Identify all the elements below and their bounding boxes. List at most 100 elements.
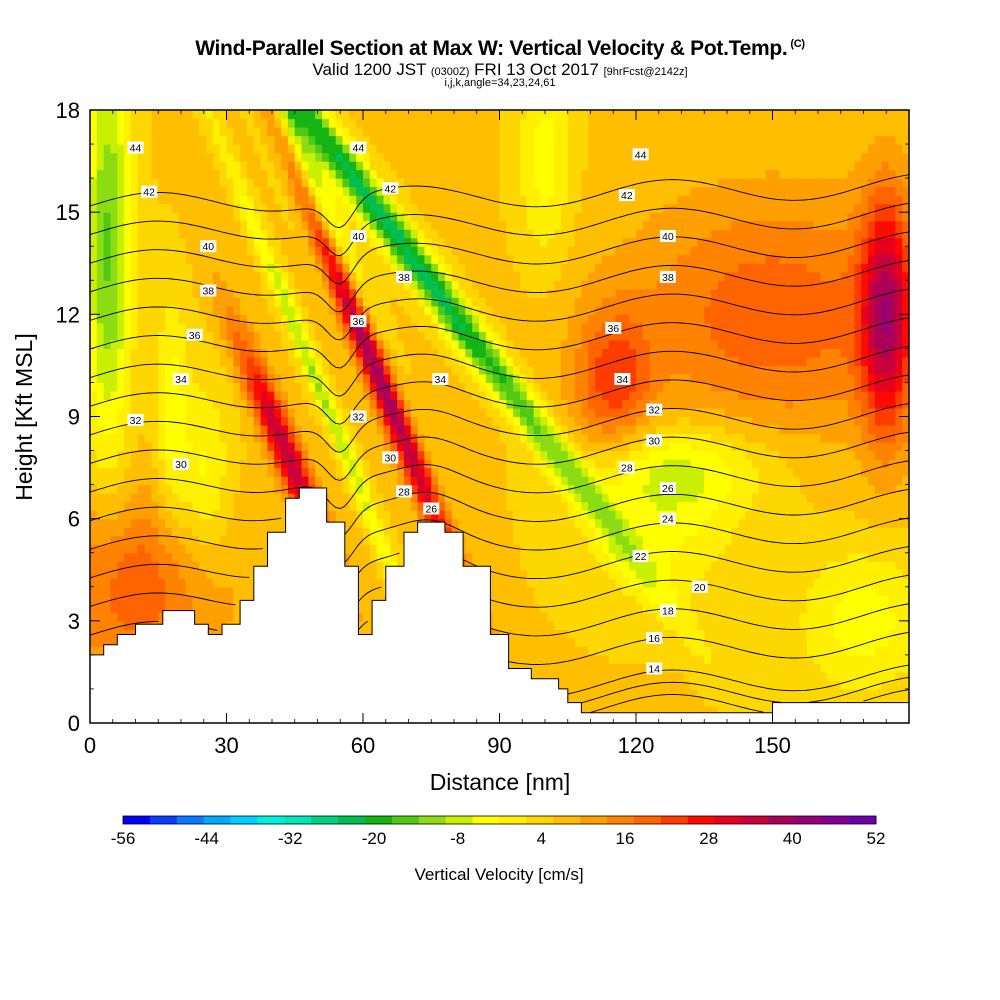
field-cell <box>363 212 371 222</box>
field-cell <box>479 484 487 494</box>
field-cell <box>158 433 166 443</box>
field-cell <box>479 399 487 409</box>
field-cell <box>349 152 357 162</box>
field-cell <box>103 595 112 605</box>
field-cell <box>199 612 207 622</box>
field-cell <box>212 322 221 332</box>
field-cell <box>465 399 473 409</box>
field-cell <box>315 339 323 349</box>
field-cell <box>472 425 480 435</box>
field-cell <box>472 288 480 298</box>
field-cell <box>178 399 187 409</box>
field-cell <box>137 322 146 332</box>
field-cell <box>356 535 364 545</box>
field-cell <box>526 518 535 528</box>
field-cell <box>240 476 248 486</box>
index-info: i,j,k,angle=34,23,24,61 <box>444 77 556 89</box>
field-cell <box>103 476 112 486</box>
field-cell <box>267 203 275 213</box>
field-cell <box>417 280 426 290</box>
field-cell <box>226 612 234 622</box>
field-cell <box>533 407 542 418</box>
field-cell <box>499 271 507 281</box>
field-cell <box>322 348 330 358</box>
field-cell <box>410 425 419 435</box>
field-cell <box>301 297 309 307</box>
field-cell <box>206 339 214 349</box>
field-cell <box>369 254 378 264</box>
field-cell <box>165 314 173 324</box>
field-cell <box>103 569 112 579</box>
field-cell <box>137 484 146 494</box>
field-cell <box>226 161 234 171</box>
field-cell <box>479 433 487 443</box>
field-cell <box>110 322 118 332</box>
field-cell <box>281 365 289 375</box>
field-cell <box>281 305 289 315</box>
field-cell <box>165 595 173 605</box>
field-cell <box>226 399 234 409</box>
field-cell <box>513 322 521 332</box>
field-cell <box>479 407 487 418</box>
field-cell <box>124 467 132 477</box>
field-cell <box>335 246 344 256</box>
field-cell <box>315 237 323 247</box>
field-cell <box>397 314 405 324</box>
field-cell <box>444 110 453 120</box>
field-cell <box>96 646 105 656</box>
field-cell <box>233 237 241 247</box>
field-cell <box>171 297 180 307</box>
field-cell <box>506 322 514 332</box>
field-cell <box>513 578 521 588</box>
field-cell <box>137 271 146 281</box>
field-cell <box>479 127 487 137</box>
field-cell <box>479 493 487 503</box>
field-cell <box>171 433 180 443</box>
field-cell <box>233 331 241 341</box>
field-cell <box>90 399 98 409</box>
field-cell <box>90 390 98 401</box>
field-cell <box>192 339 200 349</box>
field-cell <box>192 459 200 469</box>
field-cell <box>117 399 125 409</box>
field-cell <box>554 331 562 341</box>
field-cell <box>499 314 507 324</box>
field-cell <box>465 229 473 239</box>
field-cell <box>533 195 542 205</box>
field-cell <box>171 118 180 128</box>
field-cell <box>274 365 282 375</box>
field-cell <box>444 484 453 494</box>
field-cell <box>499 110 507 120</box>
field-cell <box>226 586 234 596</box>
field-cell <box>246 144 255 154</box>
field-cell <box>315 348 323 358</box>
field-cell <box>90 510 98 520</box>
field-cell <box>560 654 569 664</box>
field-cell <box>349 356 357 367</box>
field-cell <box>465 348 473 358</box>
field-cell <box>212 450 221 460</box>
field-cell <box>124 135 132 145</box>
field-cell <box>294 229 303 239</box>
field-cell <box>356 152 364 162</box>
field-cell <box>342 322 350 332</box>
field-cell <box>397 493 405 503</box>
field-cell <box>192 484 200 494</box>
field-cell <box>376 356 385 367</box>
field-cell <box>144 433 153 443</box>
field-cell <box>315 127 323 137</box>
field-cell <box>424 186 432 196</box>
field-cell <box>390 288 398 298</box>
field-cell <box>240 229 248 239</box>
field-cell <box>390 246 398 256</box>
field-cell <box>117 425 125 435</box>
field-cell <box>390 373 398 384</box>
field-cell <box>560 680 569 690</box>
field-cell <box>342 229 350 239</box>
field-cell <box>444 459 453 469</box>
field-cell <box>342 348 350 358</box>
field-cell <box>253 297 262 307</box>
field-cell <box>519 297 528 307</box>
field-cell <box>513 280 521 290</box>
field-cell <box>226 390 234 401</box>
